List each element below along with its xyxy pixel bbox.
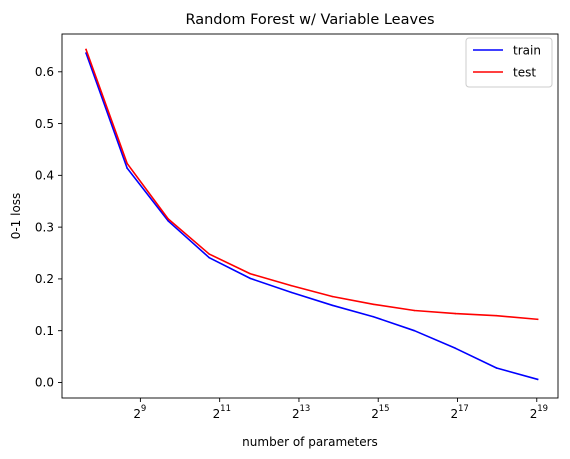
series-train-point bbox=[495, 367, 498, 369]
x-tick-label: 2 bbox=[292, 407, 300, 421]
series-test-point bbox=[208, 253, 211, 255]
y-axis-label: 0-1 loss bbox=[9, 193, 23, 240]
series-test-point bbox=[85, 48, 87, 51]
series-test-point bbox=[167, 218, 169, 220]
series-train-line bbox=[85, 52, 539, 381]
legend-test-label: test bbox=[513, 66, 536, 80]
series-train-point bbox=[372, 315, 375, 318]
y-tick-label: 0.2 bbox=[35, 272, 54, 286]
series-test-point bbox=[536, 318, 539, 321]
x-tick-label: 2 bbox=[450, 407, 458, 421]
series-train-point bbox=[413, 329, 416, 332]
series-test-point bbox=[495, 314, 498, 317]
series-test-point bbox=[126, 162, 128, 165]
y-axis-ticks: 0.0 0.1 0.2 0.3 0.4 0.5 0.6 bbox=[35, 65, 62, 390]
series-test-point bbox=[454, 312, 457, 315]
x-tick-label-exponent: 9 bbox=[141, 404, 146, 414]
x-tick-label: 2 bbox=[530, 407, 538, 421]
series-test-point bbox=[331, 295, 334, 298]
series-train-point bbox=[454, 347, 457, 350]
y-tick-label: 0.6 bbox=[35, 65, 54, 79]
series-train-point bbox=[208, 256, 211, 259]
series-train-point bbox=[126, 167, 128, 169]
x-tick-label: 2 bbox=[133, 407, 141, 421]
x-axis-ticks: 2 9 2 11 2 13 2 15 2 17 2 19 bbox=[133, 398, 548, 421]
x-tick-label: 2 bbox=[371, 407, 379, 421]
chart-title: Random Forest w/ Variable Leaves bbox=[185, 12, 434, 28]
y-tick-label: 0.3 bbox=[35, 220, 54, 234]
x-tick-label: 2 bbox=[213, 407, 221, 421]
legend-train-label: train bbox=[513, 44, 541, 58]
series-train-point bbox=[536, 378, 539, 381]
legend: train test bbox=[465, 37, 553, 88]
x-tick-label-exponent: 15 bbox=[379, 404, 390, 414]
x-tick-label-exponent: 13 bbox=[299, 404, 310, 414]
y-tick-label: 0.0 bbox=[35, 376, 54, 390]
series-train-point bbox=[331, 304, 334, 307]
x-tick-label-exponent: 19 bbox=[537, 404, 548, 414]
x-axis-label: number of parameters bbox=[242, 435, 378, 449]
series-train-point bbox=[249, 277, 252, 280]
series-train-point bbox=[290, 291, 293, 294]
series-test-point bbox=[372, 303, 375, 306]
y-tick-label: 0.5 bbox=[35, 117, 54, 131]
series-test-point bbox=[413, 309, 416, 312]
x-tick-label-exponent: 17 bbox=[458, 404, 469, 414]
y-tick-label: 0.1 bbox=[35, 324, 54, 338]
plot-frame bbox=[61, 33, 559, 399]
x-tick-label-exponent: 11 bbox=[220, 404, 231, 414]
y-tick-label: 0.4 bbox=[35, 169, 54, 183]
series-layer bbox=[85, 48, 539, 381]
series-test-line bbox=[85, 48, 539, 321]
series-test-point bbox=[290, 284, 293, 287]
series-train-point bbox=[167, 220, 169, 222]
series-test-point bbox=[249, 272, 252, 275]
